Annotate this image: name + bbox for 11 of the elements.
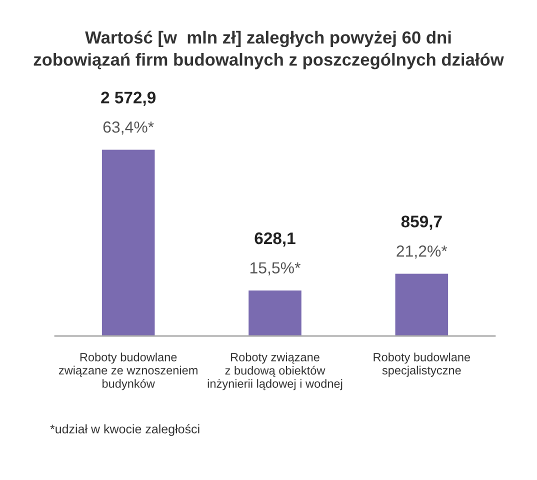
annotation: 15,5%* xyxy=(250,262,301,276)
data-label: 2 572,9 xyxy=(101,92,156,106)
data-label: 628,1 xyxy=(254,232,296,247)
data-label: 859,7 xyxy=(401,216,442,230)
text: *udział w kwocie zaległości xyxy=(50,424,200,436)
x-tick-label: Roboty budowlane specjalistyczne xyxy=(374,352,470,377)
annotation: 21,2%* xyxy=(396,245,448,259)
chart-title: Wartość [w mln zł] zaległych powyżej 60 dni zobowiązań firm budowalnych z poszczególnych działów xyxy=(34,30,504,70)
annotation: 63,4%* xyxy=(103,121,154,135)
x-tick-label: Roboty budowlane związane ze wznoszeniem budynków xyxy=(58,352,198,390)
x-tick-label: Roboty związane z budową obiektów inżynierii lądowej i wodnej xyxy=(208,352,342,390)
